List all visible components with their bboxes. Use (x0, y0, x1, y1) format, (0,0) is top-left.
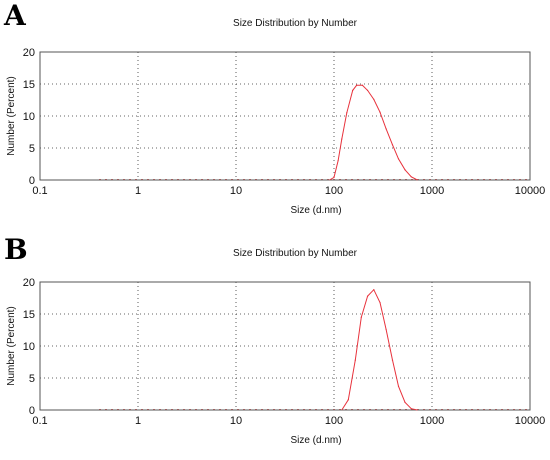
y-axis-label: Number (Percent) (6, 306, 17, 385)
data-point (360, 316, 362, 318)
x-tick-label: 10 (230, 185, 242, 197)
chart-panel-b: B Size Distribution by Number 0 5 10 15 20 0.1… (0, 230, 550, 456)
data-point (385, 328, 387, 330)
data-point (373, 98, 375, 100)
y-tick-label: 15 (23, 309, 35, 321)
data-point (347, 399, 349, 401)
y-tick-label: 10 (23, 341, 35, 353)
x-axis-label: Size (d.nm) (290, 435, 341, 446)
x-tick-label: 100 (325, 415, 343, 427)
data-point (346, 112, 348, 114)
y-tick-label: 10 (23, 111, 35, 123)
x-tick-label: 1 (135, 415, 141, 427)
x-tick-label: 1000 (420, 415, 444, 427)
size-distribution-chart-a: Size Distribution by Number 0 5 10 15 20 0.1 1 1… (6, 18, 546, 216)
data-point (404, 401, 406, 403)
x-tick-label: 1 (135, 185, 141, 197)
y-tick-label: 15 (23, 79, 35, 91)
x-tick-label: 0.1 (32, 415, 47, 427)
data-point (397, 158, 400, 160)
x-tick-label: 10 (230, 415, 242, 427)
data-point (410, 176, 412, 178)
y-tick-label: 20 (23, 47, 35, 59)
data-point (366, 295, 369, 297)
data-point (379, 111, 381, 113)
data-point (410, 408, 412, 410)
chart-panel-a: A Size Distribution by Number 0 5 10 15 20 0.1… (4, 0, 546, 217)
y-axis-label: Number (Percent) (6, 76, 17, 155)
data-point (361, 84, 364, 86)
panel-letter: A (4, 0, 26, 32)
data-point (397, 385, 400, 387)
x-tick-label: 0.1 (32, 185, 47, 197)
data-point (373, 289, 375, 291)
data-point (333, 176, 335, 179)
data-point (354, 359, 356, 361)
x-tick-label: 100 (325, 185, 343, 197)
data-point (379, 301, 381, 304)
y-tick-label: 5 (29, 143, 35, 155)
plot-frame (39, 281, 531, 411)
y-tick-label: 20 (23, 277, 35, 289)
data-point (355, 84, 358, 86)
data-point (337, 160, 339, 162)
distribution-line (341, 288, 418, 411)
chart-title: Size Distribution by Number (233, 248, 358, 259)
data-point (391, 359, 394, 361)
data-point (366, 89, 369, 91)
data-point (341, 138, 343, 140)
x-axis-label: Size (d.nm) (290, 205, 341, 216)
data-point (391, 144, 394, 146)
y-tick-label: 0 (29, 405, 35, 417)
y-tick-label: 5 (29, 373, 35, 385)
x-tick-label: 1000 (420, 185, 444, 197)
size-distribution-chart-b: Size Distribution by Number 0 5 10 15 20 0.1 1 1… (6, 248, 546, 446)
y-tick-label: 0 (29, 175, 35, 187)
data-point (352, 89, 354, 91)
x-tick-label: 10000 (515, 185, 546, 197)
x-tick-label: 10000 (515, 415, 546, 427)
data-point (385, 128, 387, 130)
chart-title: Size Distribution by Number (233, 18, 358, 29)
plot-frame (39, 51, 531, 181)
panel-letter: B (4, 233, 28, 266)
data-point (404, 169, 406, 171)
